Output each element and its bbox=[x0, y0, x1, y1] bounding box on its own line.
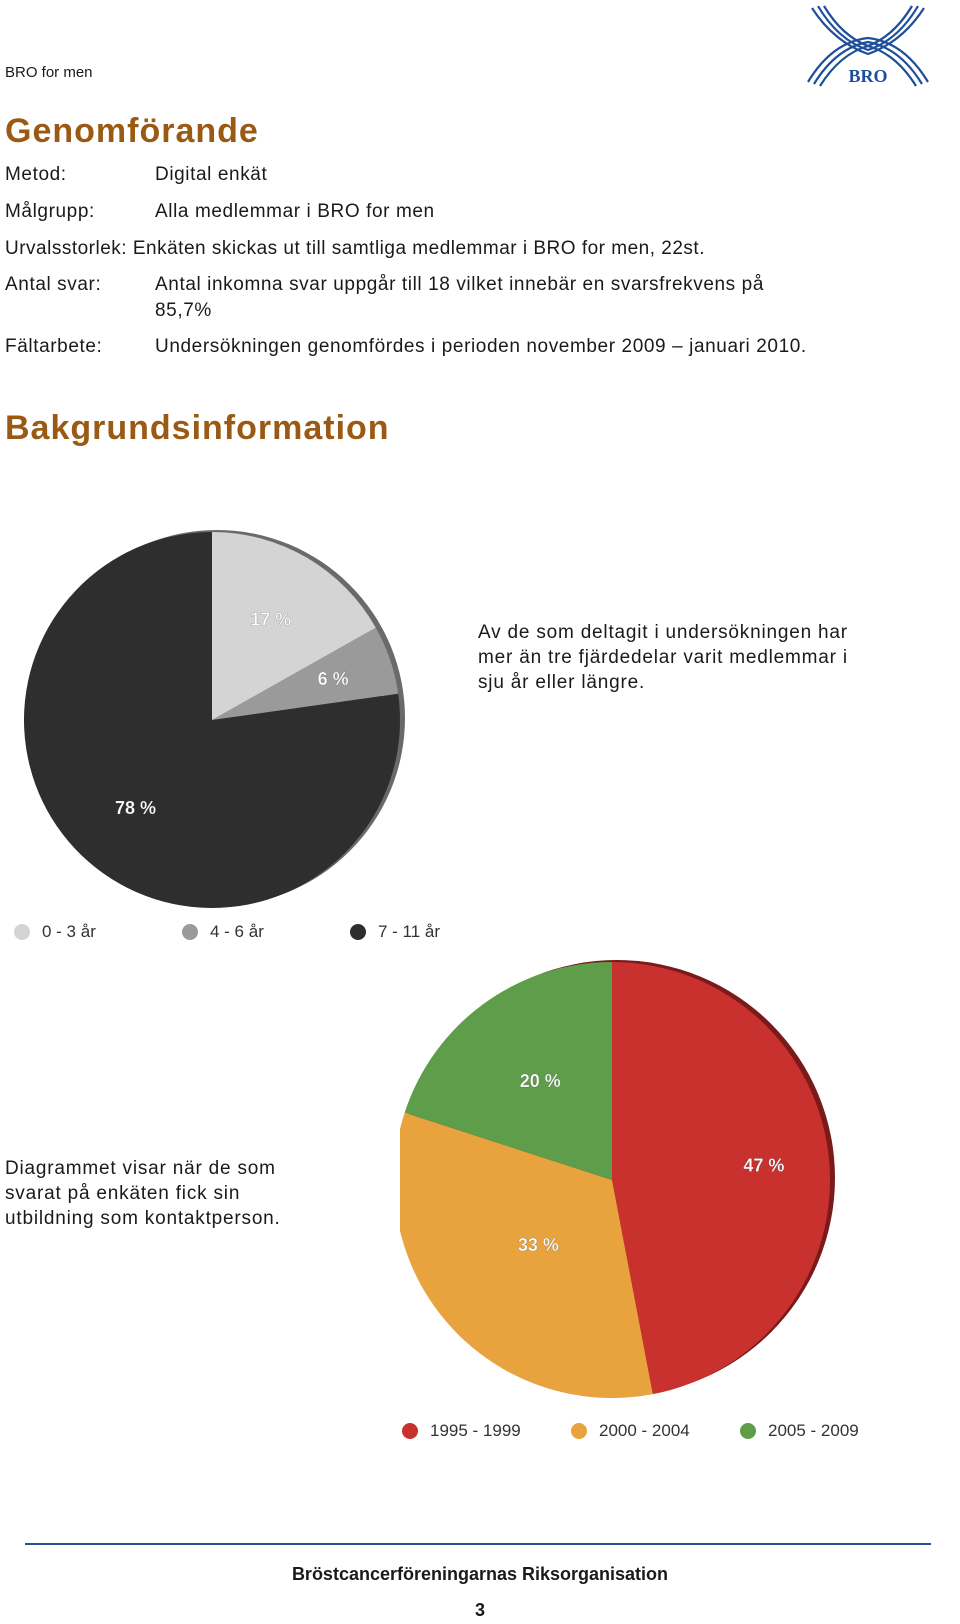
legend-label: 4 - 6 år bbox=[210, 922, 264, 941]
legend-swatch bbox=[14, 924, 30, 940]
paragraph-line: mer än tre fjärdedelar varit medlemmar i bbox=[478, 647, 848, 668]
faltarbete-value: Undersökningen genomfördes i perioden no… bbox=[155, 336, 807, 357]
malgrupp-label: Målgrupp: bbox=[5, 201, 95, 222]
row-urvalsstorlek: Urvalsstorlek: Enkäten skickas ut till s… bbox=[5, 238, 705, 259]
metod-value: Digital enkät bbox=[155, 164, 268, 185]
section-title-bakgrund: Bakgrundsinformation bbox=[5, 409, 390, 447]
legend-label: 2005 - 2009 bbox=[768, 1421, 859, 1440]
legend-label: 1995 - 1999 bbox=[430, 1421, 521, 1440]
legend-item: 0 - 3 år bbox=[14, 922, 96, 942]
legend-label: 2000 - 2004 bbox=[599, 1421, 690, 1440]
paragraph-line: svarat på enkäten fick sin bbox=[5, 1183, 241, 1204]
legend-item: 2000 - 2004 bbox=[571, 1421, 690, 1441]
legend-swatch bbox=[182, 924, 198, 940]
pie-slice bbox=[23, 532, 401, 908]
legend-label: 0 - 3 år bbox=[42, 922, 96, 941]
row-malgrupp: Målgrupp: Alla medlemmar i BRO for men bbox=[5, 201, 945, 225]
pie-slice-label: 17 % bbox=[250, 609, 291, 629]
footer-divider bbox=[25, 1543, 931, 1545]
pie-slice-label: 6 % bbox=[318, 669, 349, 689]
legend-swatch bbox=[350, 924, 366, 940]
header-title: BRO for men bbox=[5, 64, 93, 81]
logo-text: BRO bbox=[848, 66, 887, 86]
legend-item: 7 - 11 år bbox=[350, 922, 440, 942]
faltarbete-label: Fältarbete: bbox=[5, 336, 103, 357]
paragraph-line: sju år eller längre. bbox=[478, 672, 646, 693]
pie-chart-membership: 17 % 6 % 78 % bbox=[23, 530, 405, 908]
pie-slice-label: 20 % bbox=[520, 1071, 561, 1091]
antal-label: Antal svar: bbox=[5, 274, 102, 295]
antal-value-line2: 85,7% bbox=[155, 300, 212, 321]
page-number: 3 bbox=[474, 1600, 485, 1620]
pie-chart-education-year: 47 % 33 % 20 % bbox=[400, 960, 835, 1398]
paragraph-education: Diagrammet visar när de som svarat på en… bbox=[5, 1156, 281, 1231]
pie-slice bbox=[212, 627, 399, 720]
pie-slice bbox=[212, 532, 376, 720]
legend-label: 7 - 11 år bbox=[378, 922, 441, 941]
metod-label: Metod: bbox=[5, 164, 67, 185]
paragraph-line: Av de som deltagit i undersökningen har bbox=[478, 622, 848, 643]
row-metod: Metod: Digital enkät bbox=[5, 164, 945, 188]
pie-slice-label: 47 % bbox=[743, 1156, 784, 1176]
paragraph-line: utbildning som kontaktperson. bbox=[5, 1208, 281, 1229]
pie-slice-label: 78 % bbox=[115, 798, 156, 818]
row-faltarbete: Fältarbete: Undersökningen genomfördes i… bbox=[5, 336, 945, 360]
legend-item: 4 - 6 år bbox=[182, 922, 264, 942]
antal-value: Antal inkomna svar uppgår till 18 vilket… bbox=[155, 274, 764, 295]
legend-item: 2005 - 2009 bbox=[740, 1421, 859, 1441]
pie-slice bbox=[404, 962, 612, 1180]
section-title-genomforande: Genomförande bbox=[5, 112, 259, 150]
legend-swatch bbox=[402, 1423, 418, 1439]
malgrupp-value: Alla medlemmar i BRO for men bbox=[155, 201, 435, 222]
paragraph-line: Diagrammet visar när de som bbox=[5, 1158, 276, 1179]
legend-swatch bbox=[571, 1423, 587, 1439]
row-antal-svar: Antal svar: Antal inkomna svar uppgår ti… bbox=[5, 274, 945, 324]
footer-org: Bröstcancerföreningarnas Riksorganisatio… bbox=[291, 1564, 669, 1584]
legend-swatch bbox=[740, 1423, 756, 1439]
pie-slice bbox=[400, 1112, 653, 1398]
bro-logo: BRO bbox=[804, 2, 932, 88]
pie-slice bbox=[612, 962, 830, 1395]
legend-item: 1995 - 1999 bbox=[402, 1421, 521, 1441]
paragraph-membership: Av de som deltagit i undersökningen har … bbox=[478, 620, 848, 695]
pie-slice-label: 33 % bbox=[518, 1235, 559, 1255]
